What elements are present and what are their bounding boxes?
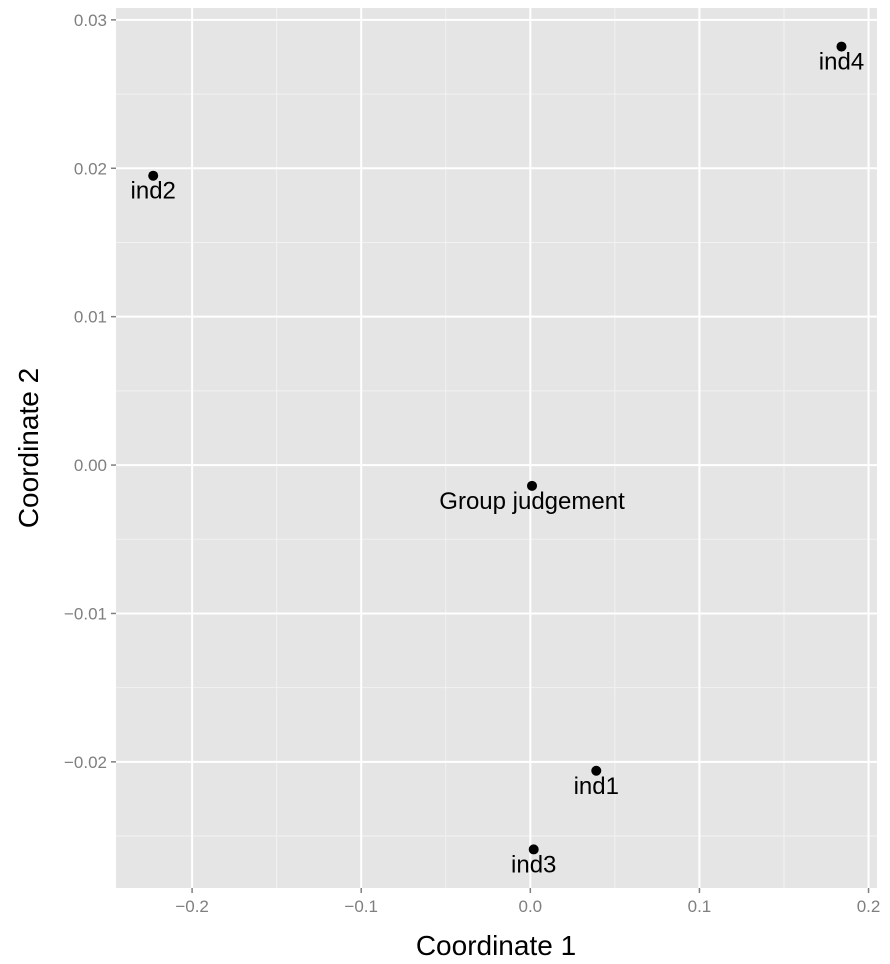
major-grid <box>116 8 877 888</box>
data-point <box>836 41 847 52</box>
y-tick-label: 0.00 <box>74 456 107 475</box>
y-tick-label: 0.03 <box>74 11 107 30</box>
x-tick-label: −0.1 <box>344 897 378 916</box>
point-labels: ind4 ind2 Group judgement ind1 ind3 <box>131 49 865 879</box>
y-axis-ticks: −0.02 −0.01 0.00 0.01 0.02 0.03 <box>64 11 116 772</box>
data-point <box>148 170 159 181</box>
point-label: ind4 <box>819 49 864 76</box>
data-points <box>148 41 847 855</box>
y-tick-label: 0.01 <box>74 308 107 327</box>
y-tick-label: −0.01 <box>64 604 107 623</box>
x-axis-title: Coordinate 1 <box>416 930 576 961</box>
data-point <box>528 844 539 855</box>
x-tick-label: 0.2 <box>857 897 881 916</box>
minor-grid <box>116 8 877 888</box>
y-tick-label: −0.02 <box>64 753 107 772</box>
y-axis-title: Coordinate 2 <box>13 368 44 528</box>
x-tick-label: −0.2 <box>175 897 209 916</box>
point-label: Group judgement <box>439 488 625 515</box>
data-point <box>591 765 602 776</box>
plot-panel <box>116 8 877 888</box>
point-label: ind2 <box>131 178 176 205</box>
y-tick-label: 0.02 <box>74 159 107 178</box>
x-axis-ticks: −0.2 −0.1 0.0 0.1 0.2 <box>175 888 880 916</box>
point-label: ind3 <box>511 851 556 878</box>
data-point <box>527 480 538 491</box>
x-tick-label: 0.0 <box>519 897 543 916</box>
point-label: ind1 <box>574 773 619 800</box>
x-tick-label: 0.1 <box>688 897 712 916</box>
